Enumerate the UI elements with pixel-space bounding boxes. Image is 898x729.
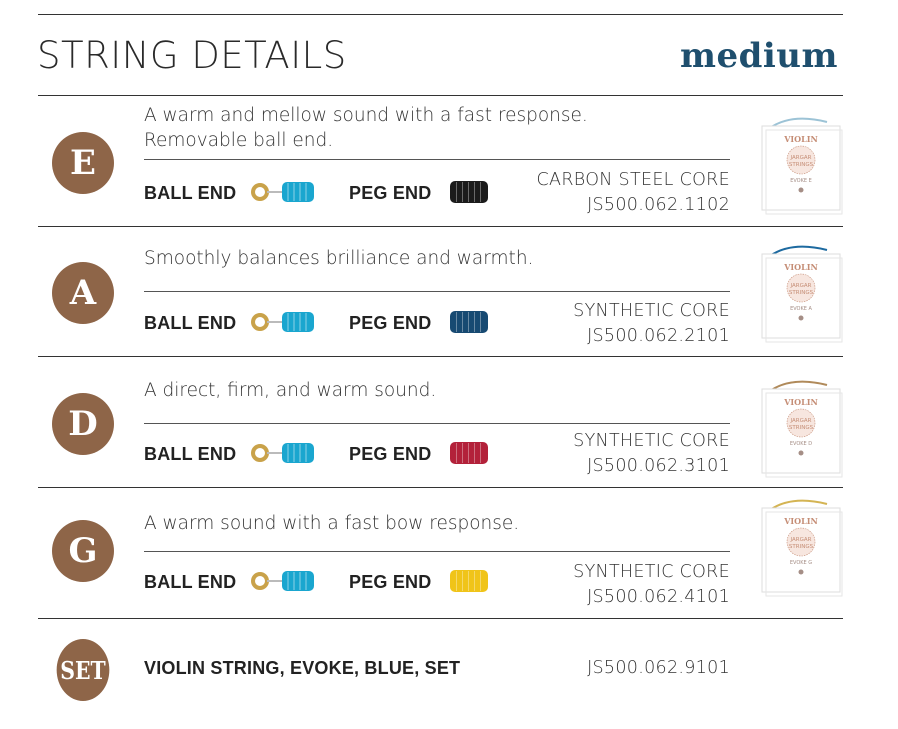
- divider: [38, 356, 843, 357]
- core-and-code: SYNTHETIC CORE JS500.062.2101: [573, 299, 730, 349]
- package-text: STRINGS: [789, 544, 814, 550]
- package-text: EVOKE A: [790, 306, 812, 312]
- top-rule: [38, 14, 843, 15]
- set-code: JS500.062.9101: [587, 658, 730, 678]
- description-line: A direct, firm, and warm sound.: [144, 380, 437, 401]
- product-code: JS500.062.2101: [587, 326, 730, 346]
- package-text: STRINGS: [789, 162, 814, 168]
- core-and-code: SYNTHETIC CORE JS500.062.4101: [573, 560, 730, 610]
- ball-end-label: BALL END: [144, 572, 237, 592]
- string-row-d: D A direct, firm, and warm sound. BALL E…: [0, 357, 898, 487]
- package-text: EVOKE E: [790, 178, 812, 184]
- string-package-image: VIOLIN JARGAR STRINGS EVOKE G: [761, 499, 843, 597]
- string-row-a: A Smoothly balances brilliance and warmt…: [0, 227, 898, 357]
- separator-line: [144, 423, 730, 424]
- ball-end-label: BALL END: [144, 444, 237, 464]
- description-line: Smoothly balances brilliance and warmth.: [144, 248, 534, 269]
- divider: [38, 618, 843, 619]
- set-name: VIOLIN STRING, EVOKE, BLUE, SET: [144, 658, 461, 678]
- package-text: JARGAR: [790, 155, 812, 161]
- product-code: JS500.062.4101: [587, 587, 730, 607]
- separator-line: [144, 551, 730, 552]
- peg-end-label: PEG END: [349, 183, 432, 203]
- package-text: STRINGS: [789, 425, 814, 431]
- separator-line: [144, 159, 730, 160]
- tension-label: medium: [680, 36, 838, 76]
- description-line: A warm sound with a fast bow response.: [144, 513, 520, 534]
- string-description: A direct, firm, and warm sound.: [144, 378, 704, 403]
- divider: [38, 226, 843, 227]
- core-type: SYNTHETIC CORE: [573, 431, 730, 451]
- peg-end-label: PEG END: [349, 444, 432, 464]
- description-line: A warm and mellow sound with a fast resp…: [144, 105, 588, 126]
- peg-end-label: PEG END: [349, 313, 432, 333]
- ball-end-icon: [251, 571, 314, 591]
- ball-end-icon: [251, 182, 314, 202]
- core-and-code: CARBON STEEL CORE JS500.062.1102: [537, 168, 730, 218]
- ball-end-label: BALL END: [144, 183, 237, 203]
- ball-end-icon: [251, 443, 314, 463]
- string-package-image: VIOLIN JARGAR STRINGS EVOKE A: [761, 245, 843, 343]
- note-badge: A: [52, 262, 114, 324]
- package-text: VIOLIN: [783, 134, 818, 144]
- string-description: A warm and mellow sound with a fast resp…: [144, 103, 704, 153]
- peg-end-icon: [450, 442, 488, 464]
- product-code: JS500.062.1102: [587, 195, 730, 215]
- separator-line: [144, 291, 730, 292]
- set-badge: SET: [56, 639, 110, 701]
- package-text: JARGAR: [790, 537, 812, 543]
- package-text: STRINGS: [789, 290, 814, 296]
- package-text: VIOLIN: [783, 262, 818, 272]
- package-text: EVOKE G: [790, 560, 812, 566]
- package-text: JARGAR: [790, 283, 812, 289]
- string-row-g: G A warm sound with a fast bow response.…: [0, 488, 898, 618]
- core-type: SYNTHETIC CORE: [573, 562, 730, 582]
- description-line: Removable ball end.: [144, 130, 334, 151]
- string-package-image: VIOLIN JARGAR STRINGS EVOKE E: [761, 117, 843, 215]
- package-text: EVOKE D: [790, 441, 812, 447]
- ball-end-label: BALL END: [144, 313, 237, 333]
- divider: [38, 487, 843, 488]
- peg-end-icon: [450, 181, 488, 203]
- note-badge: D: [52, 393, 114, 455]
- ball-end-icon: [251, 312, 314, 332]
- core-type: CARBON STEEL CORE: [536, 170, 730, 190]
- product-code: JS500.062.3101: [587, 456, 730, 476]
- package-text: VIOLIN: [783, 397, 818, 407]
- core-type: SYNTHETIC CORE: [573, 301, 730, 321]
- package-text: VIOLIN: [783, 516, 818, 526]
- string-row-e: E A warm and mellow sound with a fast re…: [0, 96, 898, 226]
- string-package-image: VIOLIN JARGAR STRINGS EVOKE D: [761, 380, 843, 478]
- peg-end-label: PEG END: [349, 572, 432, 592]
- note-badge: E: [52, 132, 114, 194]
- peg-end-icon: [450, 311, 488, 333]
- core-and-code: SYNTHETIC CORE JS500.062.3101: [573, 429, 730, 479]
- package-text: JARGAR: [790, 418, 812, 424]
- peg-end-icon: [450, 570, 488, 592]
- string-description: Smoothly balances brilliance and warmth.: [144, 246, 704, 271]
- note-badge: G: [52, 520, 114, 582]
- divider: [38, 95, 843, 96]
- page-title: STRING DETAILS: [37, 34, 347, 77]
- string-description: A warm sound with a fast bow response.: [144, 511, 704, 536]
